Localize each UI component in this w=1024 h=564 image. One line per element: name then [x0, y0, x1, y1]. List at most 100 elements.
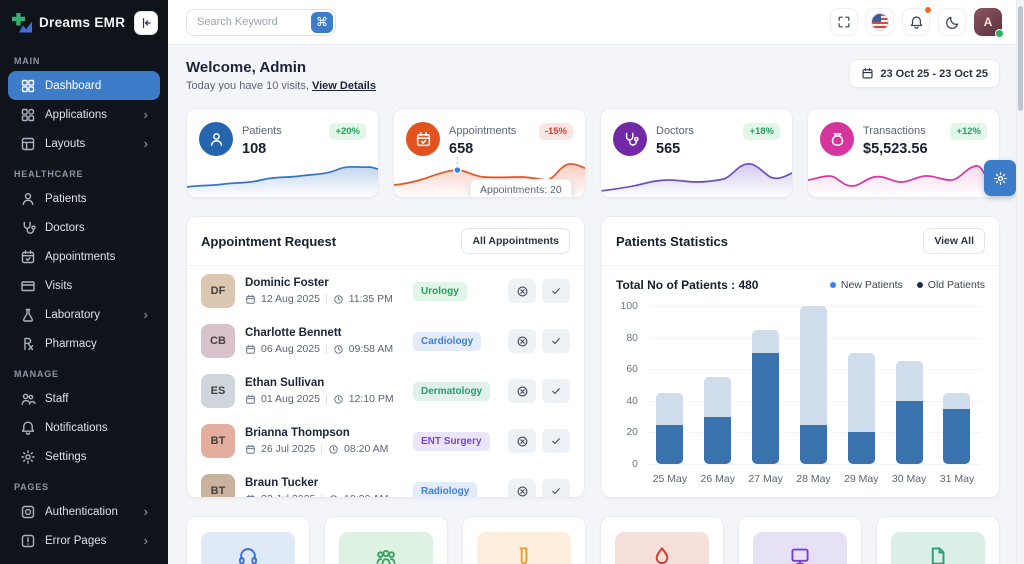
- sidebar-item-pharmacy[interactable]: Pharmacy: [8, 329, 160, 358]
- calendar-icon: [245, 344, 256, 355]
- sidebar-item-laboratory[interactable]: Laboratory ›: [8, 300, 160, 329]
- appointments-icon: [20, 249, 36, 265]
- sidebar-item-label: Applications: [45, 108, 108, 121]
- decline-appointment-button[interactable]: [508, 429, 536, 453]
- specialty-badge: Urology: [413, 281, 467, 301]
- patient-avatar: ES: [201, 374, 235, 408]
- stat-delta-badge: +18%: [743, 123, 780, 140]
- calendar-check-icon: [406, 122, 440, 156]
- chevron-right-icon: ›: [143, 533, 148, 548]
- bar-column: 29 May: [841, 306, 881, 494]
- theme-settings-button[interactable]: [984, 160, 1016, 196]
- accept-appointment-button[interactable]: [542, 329, 570, 353]
- all-appointments-button[interactable]: All Appointments: [461, 228, 570, 254]
- sidebar-item-applications[interactable]: Applications ›: [8, 100, 160, 129]
- user-avatar[interactable]: A: [974, 8, 1004, 38]
- quick-link-card[interactable]: [876, 516, 1000, 564]
- app-logo-icon: [12, 12, 32, 33]
- doctors-icon: [20, 220, 36, 236]
- sidebar-item-visits[interactable]: Visits: [8, 271, 160, 300]
- sidebar-item-staff[interactable]: Staff: [8, 384, 160, 413]
- chevron-right-icon: ›: [143, 107, 148, 122]
- date-range-button[interactable]: 23 Oct 25 - 23 Oct 25: [849, 59, 1000, 88]
- dark-mode-button[interactable]: [938, 8, 966, 36]
- sidebar-item-layouts[interactable]: Layouts ›: [8, 129, 160, 158]
- patient-name: Ethan Sullivan: [245, 377, 325, 389]
- patient-name: Braun Tucker: [245, 477, 319, 489]
- view-details-link[interactable]: View Details: [311, 80, 376, 92]
- sidebar-item-label: Authentication: [45, 505, 118, 518]
- sidebar-item-patients[interactable]: Patients: [8, 184, 160, 213]
- accept-appointment-button[interactable]: [542, 429, 570, 453]
- sidebar-item-doctors[interactable]: Doctors: [8, 213, 160, 242]
- decline-appointment-button[interactable]: [508, 279, 536, 303]
- x-axis-label: 26 May: [700, 473, 735, 485]
- appointment-row: DF Dominic Foster 12 Aug 2025 | 11:35 PM…: [187, 266, 584, 316]
- sidebar-item-authentication[interactable]: Authentication ›: [8, 497, 160, 526]
- quick-link-card[interactable]: [324, 516, 448, 564]
- accept-appointment-button[interactable]: [542, 279, 570, 303]
- quick-link-card[interactable]: [600, 516, 724, 564]
- appointment-date: 12 Aug 2025: [261, 293, 320, 305]
- stat-sparkline-chart: [187, 155, 378, 197]
- appointment-date: 06 Aug 2025: [261, 343, 320, 355]
- x-axis-label: 29 May: [844, 473, 879, 485]
- specialty-badge: Radiology: [413, 481, 478, 497]
- calendar-icon: [245, 494, 256, 497]
- y-axis-tick: 100: [620, 300, 638, 312]
- notification-dot: [924, 6, 932, 14]
- bar-column: 28 May: [793, 306, 833, 494]
- patients-statistics-header: Patients Statistics View All: [602, 217, 999, 266]
- bar-new-patients: [895, 400, 923, 464]
- decline-appointment-button[interactable]: [508, 329, 536, 353]
- sidebar-item-notifications[interactable]: Notifications: [8, 413, 160, 442]
- legend-item-new-patients: New Patients: [829, 279, 903, 291]
- fullscreen-button[interactable]: [830, 8, 858, 36]
- accept-appointment-button[interactable]: [542, 479, 570, 497]
- stat-card-transactions: Transactions $5,523.56 +12%: [807, 108, 1000, 198]
- x-axis-label: 25 May: [652, 473, 688, 485]
- sidebar-collapse-button[interactable]: [134, 10, 158, 35]
- view-all-button[interactable]: View All: [923, 228, 985, 254]
- decline-appointment-button[interactable]: [508, 379, 536, 403]
- clock-icon: [333, 294, 344, 305]
- sidebar-item-label: Visits: [45, 279, 73, 292]
- language-button[interactable]: [866, 8, 894, 36]
- laboratory-icon: [20, 307, 36, 323]
- patients-bar-chart: 0 20 40 60 80 100 25 May 26 May 27 May 28 May…: [620, 300, 981, 494]
- quick-link-card[interactable]: [462, 516, 586, 564]
- sidebar-item-error-pages[interactable]: Error Pages ›: [8, 526, 160, 555]
- scrollbar-thumb[interactable]: [1018, 6, 1023, 111]
- quick-links-row: [186, 516, 1000, 564]
- calendar-icon: [245, 444, 256, 455]
- command-key-icon[interactable]: ⌘: [311, 11, 333, 33]
- bar-column: 30 May: [889, 306, 929, 494]
- bar-old-patients: [704, 377, 732, 417]
- sidebar-item-settings[interactable]: Settings: [8, 442, 160, 471]
- stat-sparkline-chart: [601, 155, 792, 197]
- quick-link-card[interactable]: [738, 516, 862, 564]
- stat-card-patients: Patients 108 +20%: [186, 108, 379, 198]
- patient-avatar: BT: [201, 474, 235, 497]
- patient-icon: [199, 122, 233, 156]
- patients-statistics-title: Patients Statistics: [616, 233, 728, 249]
- stat-delta-badge: +20%: [329, 123, 366, 140]
- accept-appointment-button[interactable]: [542, 379, 570, 403]
- quick-link-card[interactable]: [186, 516, 310, 564]
- calendar-icon: [862, 67, 873, 79]
- x-axis-label: 31 May: [939, 473, 975, 485]
- specialty-badge: ENT Surgery: [413, 431, 490, 451]
- sidebar-item-dashboard[interactable]: Dashboard: [8, 71, 160, 100]
- sidebar-item-appointments[interactable]: Appointments: [8, 242, 160, 271]
- search-input[interactable]: [186, 8, 336, 36]
- decline-appointment-button[interactable]: [508, 479, 536, 497]
- specialty-badge: Dermatology: [413, 381, 491, 401]
- appointment-time: 10:30 AM: [344, 493, 388, 497]
- content: Welcome, Admin Today you have 10 visits,…: [168, 45, 1024, 564]
- stat-value: 658: [449, 141, 474, 157]
- monitor-icon: [753, 532, 847, 564]
- bar-new-patients: [847, 432, 875, 464]
- notifications-button[interactable]: [902, 6, 932, 36]
- stat-value: $5,523.56: [863, 141, 928, 157]
